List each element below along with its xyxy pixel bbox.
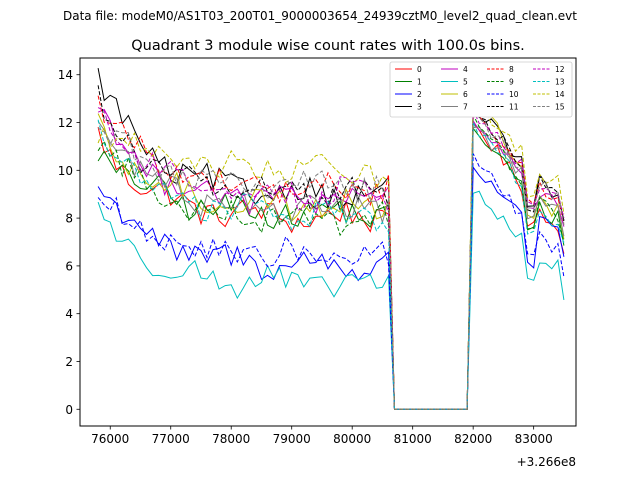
y-tick-label: 12	[58, 116, 73, 130]
legend-label-1: 1	[417, 78, 422, 87]
legend-label-8: 8	[509, 65, 514, 74]
series-line-2	[97, 165, 565, 410]
legend-label-13: 13	[555, 78, 565, 87]
y-tick-label: 6	[65, 259, 73, 273]
chart-suptitle: Data file: modeM0/AS1T03_200T01_90000036…	[63, 9, 577, 23]
series-line-10	[97, 153, 565, 410]
legend-label-9: 9	[509, 78, 514, 87]
series-line-15	[97, 113, 565, 410]
y-tick-label: 10	[58, 164, 73, 178]
legend-label-6: 6	[463, 90, 468, 99]
x-tick-label: 80000	[333, 432, 371, 446]
x-tick-label: 79000	[273, 432, 311, 446]
legend-label-10: 10	[509, 90, 519, 99]
series-line-11	[97, 85, 565, 410]
plot-frame	[79, 57, 577, 427]
axis-ticks: 76000 77000 78000 79000 80000 81000 82000 83000…	[58, 68, 553, 446]
series-layer	[97, 68, 565, 410]
x-tick-label: 82000	[454, 432, 492, 446]
legend-label-5: 5	[463, 78, 468, 87]
legend-label-11: 11	[509, 103, 519, 112]
series-line-5	[97, 190, 565, 410]
y-tick-label: 8	[65, 212, 73, 226]
series-line-0	[97, 121, 565, 410]
y-tick-label: 14	[58, 68, 73, 82]
y-tick-label: 4	[65, 307, 73, 321]
series-line-9	[97, 114, 565, 410]
x-tick-label: 78000	[212, 432, 250, 446]
legend-label-12: 12	[555, 65, 565, 74]
series-line-3	[97, 68, 565, 410]
x-tick-label: 81000	[394, 432, 432, 446]
legend-label-14: 14	[555, 90, 565, 99]
legend-label-3: 3	[417, 103, 422, 112]
x-tick-label: 77000	[152, 432, 190, 446]
legend-label-0: 0	[417, 65, 422, 74]
x-tick-label: 83000	[515, 432, 553, 446]
series-line-14	[97, 94, 565, 410]
series-line-4	[97, 108, 565, 410]
legend-label-7: 7	[463, 103, 468, 112]
series-line-13	[97, 119, 565, 410]
y-tick-label: 2	[65, 355, 73, 369]
chart-title: Quadrant 3 module wise count rates with …	[131, 38, 525, 54]
x-offset-label: +3.266e8	[517, 455, 576, 469]
y-tick-label: 0	[65, 403, 73, 417]
series-line-12	[97, 107, 565, 410]
x-tick-label: 76000	[91, 432, 129, 446]
legend-frame	[389, 61, 573, 118]
legend-label-4: 4	[463, 65, 468, 74]
legend-label-15: 15	[555, 103, 565, 112]
legend-label-2: 2	[417, 90, 422, 99]
